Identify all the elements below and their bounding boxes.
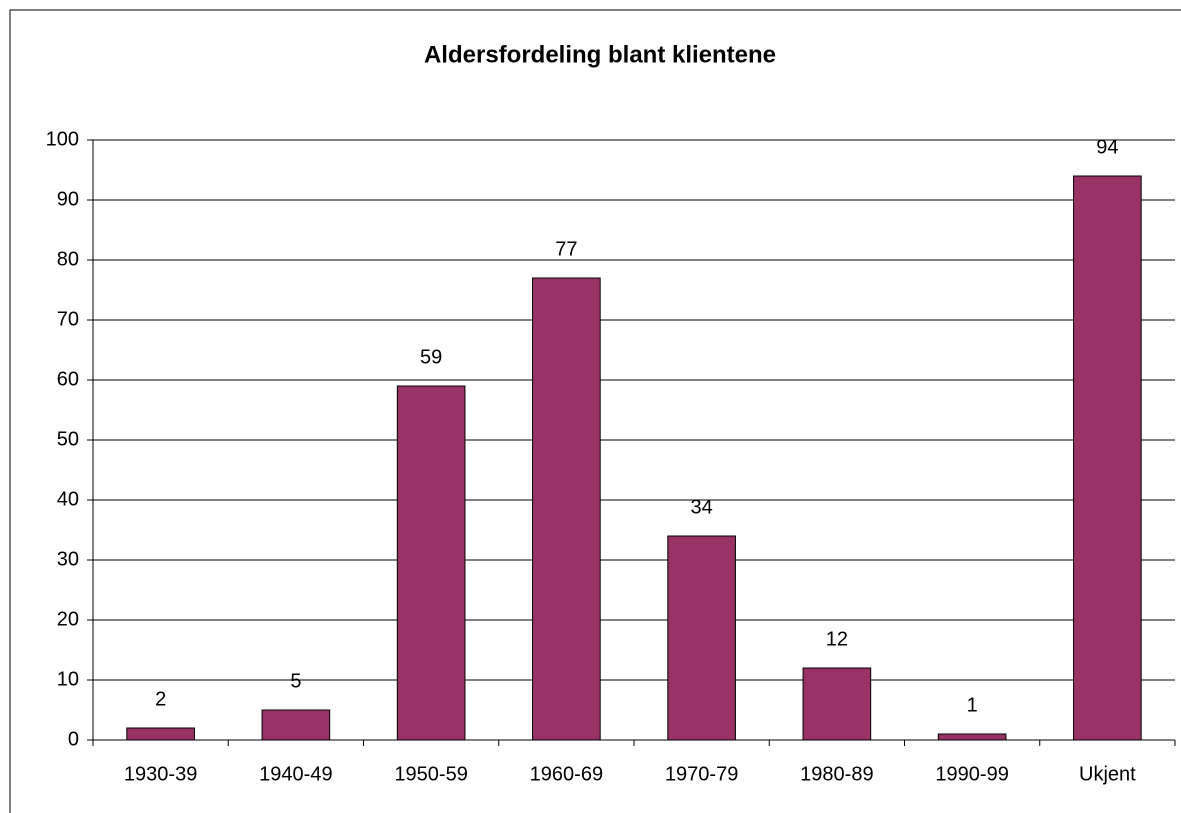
bar: [532, 277, 601, 741]
y-tick-label: 90: [57, 188, 79, 210]
bar: [667, 535, 736, 741]
data-label: 77: [555, 238, 577, 260]
bar: [396, 385, 466, 741]
data-label: 2: [155, 688, 166, 710]
y-tick-label: 0: [68, 728, 79, 750]
data-label: 94: [1096, 136, 1118, 158]
y-tick-label: 100: [46, 128, 79, 150]
y-tick-label: 40: [57, 488, 79, 510]
data-label: 59: [420, 346, 442, 368]
y-tick-label: 50: [57, 428, 79, 450]
y-tick-label: 20: [57, 608, 79, 630]
x-tick-label: 1970-79: [665, 763, 738, 785]
x-tick-label: 1980-89: [800, 763, 873, 785]
x-tick-label: 1950-59: [394, 763, 467, 785]
data-label: 12: [826, 628, 848, 650]
data-label: 5: [290, 670, 301, 692]
y-tick-label: 80: [57, 248, 79, 270]
x-tick-label: Ukjent: [1079, 763, 1136, 785]
y-tick-label: 60: [57, 368, 79, 390]
data-label: 34: [691, 496, 713, 518]
bar: [937, 733, 1007, 741]
bar: [802, 667, 872, 741]
x-tick-label: 1990-99: [935, 763, 1008, 785]
data-label: 1: [967, 694, 978, 716]
chart-title: Aldersfordeling blant klientene: [424, 41, 776, 68]
bar: [1073, 175, 1142, 741]
x-tick-label: 1940-49: [259, 763, 332, 785]
x-tick-label: 1960-69: [530, 763, 603, 785]
y-tick-label: 10: [57, 668, 79, 690]
y-tick-label: 30: [57, 548, 79, 570]
bar: [126, 727, 195, 741]
y-tick-label: 70: [57, 308, 79, 330]
x-tick-label: 1930-39: [124, 763, 197, 785]
bar: [261, 709, 331, 741]
